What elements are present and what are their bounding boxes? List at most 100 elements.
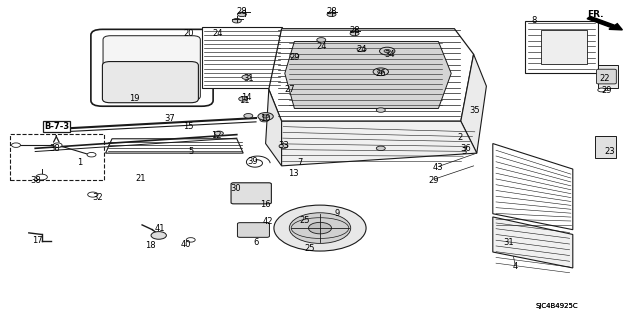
FancyBboxPatch shape <box>237 223 269 237</box>
Circle shape <box>239 97 248 101</box>
Circle shape <box>87 152 96 157</box>
Text: 24: 24 <box>356 45 367 54</box>
Polygon shape <box>493 144 573 230</box>
Text: 5: 5 <box>188 147 193 156</box>
Circle shape <box>237 12 246 17</box>
Text: 25: 25 <box>305 244 315 253</box>
Text: 23: 23 <box>604 147 614 156</box>
Circle shape <box>214 131 223 136</box>
Text: 11: 11 <box>239 96 250 105</box>
Text: 19: 19 <box>129 94 140 103</box>
Circle shape <box>378 70 384 73</box>
FancyBboxPatch shape <box>231 183 271 204</box>
Polygon shape <box>285 41 451 108</box>
Circle shape <box>88 192 98 197</box>
Bar <box>541 30 587 64</box>
Text: 22: 22 <box>600 74 610 83</box>
Circle shape <box>373 68 388 76</box>
Circle shape <box>260 117 269 122</box>
Text: 31: 31 <box>243 74 253 83</box>
Text: 32: 32 <box>92 193 102 202</box>
Polygon shape <box>461 54 486 153</box>
Text: 38: 38 <box>30 176 40 185</box>
Text: 38: 38 <box>49 144 60 153</box>
Text: 29: 29 <box>429 176 439 185</box>
Text: 26: 26 <box>376 69 386 78</box>
Bar <box>10 134 104 180</box>
Circle shape <box>380 47 395 55</box>
Text: 29: 29 <box>289 53 300 62</box>
Text: 24: 24 <box>317 42 327 51</box>
Text: 10: 10 <box>260 114 271 122</box>
Text: 37: 37 <box>164 114 175 122</box>
Circle shape <box>258 113 273 120</box>
Circle shape <box>274 205 366 251</box>
Text: 4: 4 <box>513 262 518 271</box>
Circle shape <box>279 144 288 148</box>
Text: 28: 28 <box>350 26 360 35</box>
Polygon shape <box>282 121 477 166</box>
Text: 25: 25 <box>300 216 310 225</box>
Text: 15: 15 <box>184 122 194 130</box>
Circle shape <box>598 88 605 92</box>
Circle shape <box>308 222 332 234</box>
Circle shape <box>317 38 326 42</box>
Text: 16: 16 <box>260 200 271 209</box>
FancyBboxPatch shape <box>596 69 616 84</box>
Text: 6: 6 <box>253 238 259 247</box>
Circle shape <box>36 174 47 180</box>
Circle shape <box>357 47 366 52</box>
Circle shape <box>374 70 383 74</box>
Text: 27: 27 <box>284 85 294 94</box>
Text: 24: 24 <box>212 29 223 38</box>
Text: 9: 9 <box>335 209 340 218</box>
Circle shape <box>376 108 385 112</box>
Polygon shape <box>106 139 243 153</box>
Polygon shape <box>269 29 474 121</box>
Polygon shape <box>202 27 282 88</box>
Circle shape <box>327 12 336 17</box>
Polygon shape <box>493 217 573 268</box>
Polygon shape <box>266 89 282 166</box>
Text: 40: 40 <box>180 240 191 249</box>
Text: 33: 33 <box>279 141 289 150</box>
Text: 20: 20 <box>184 29 194 38</box>
Text: 13: 13 <box>288 169 298 178</box>
Text: SJC4B4925C: SJC4B4925C <box>536 303 578 309</box>
Circle shape <box>12 143 20 147</box>
FancyBboxPatch shape <box>103 36 200 100</box>
Circle shape <box>242 75 251 79</box>
Text: 30: 30 <box>230 184 241 193</box>
Text: 8: 8 <box>532 16 537 25</box>
Circle shape <box>262 115 269 118</box>
Circle shape <box>376 146 385 151</box>
Circle shape <box>186 238 195 242</box>
Text: 34: 34 <box>384 50 394 59</box>
Text: 39: 39 <box>248 157 258 166</box>
Text: 31: 31 <box>504 238 514 247</box>
Text: 35: 35 <box>470 106 480 115</box>
Text: 18: 18 <box>145 241 156 250</box>
Circle shape <box>384 49 390 53</box>
FancyArrow shape <box>587 16 622 30</box>
Circle shape <box>232 19 241 23</box>
Circle shape <box>290 54 299 58</box>
Circle shape <box>53 143 62 147</box>
Text: 12: 12 <box>211 131 221 140</box>
Text: FR.: FR. <box>588 10 604 19</box>
Text: 28: 28 <box>237 7 247 16</box>
Circle shape <box>244 114 253 118</box>
Text: 21: 21 <box>136 174 146 183</box>
Circle shape <box>151 232 166 239</box>
Text: 43: 43 <box>433 163 444 172</box>
Text: 36: 36 <box>461 144 471 153</box>
Text: 17: 17 <box>32 236 42 245</box>
Circle shape <box>381 50 390 55</box>
FancyBboxPatch shape <box>102 62 198 103</box>
Text: SJC4B4925C: SJC4B4925C <box>536 303 578 309</box>
Text: 14: 14 <box>241 93 252 102</box>
FancyBboxPatch shape <box>91 29 213 106</box>
Text: B-7-3: B-7-3 <box>44 122 69 130</box>
Text: 7: 7 <box>297 158 302 167</box>
Circle shape <box>350 31 359 36</box>
